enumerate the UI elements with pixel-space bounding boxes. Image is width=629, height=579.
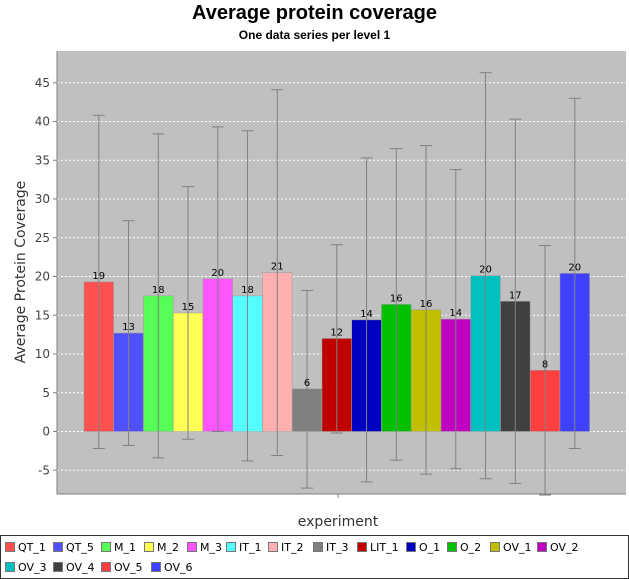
- legend-item-IT_2: IT_2: [268, 540, 303, 554]
- bar-label-O_1: 14: [360, 309, 373, 320]
- legend-swatch: [490, 542, 500, 552]
- legend-swatch: [5, 542, 15, 552]
- bar-label-OV_3: 20: [479, 265, 492, 276]
- bar-label-IT_1: 18: [241, 285, 254, 296]
- bar-label-IT_2: 21: [271, 262, 284, 273]
- legend-label: LIT_1: [370, 540, 399, 554]
- legend-label: QT_1: [18, 540, 46, 554]
- y-axis-label: Average Protein Coverage: [13, 181, 29, 364]
- y-tick-label: 35: [35, 153, 50, 167]
- y-tick-label: 30: [35, 192, 50, 206]
- legend-label: IT_1: [239, 540, 262, 554]
- chart-subtitle: One data series per level 1: [238, 28, 391, 42]
- bar-label-OV_4: 17: [509, 290, 522, 301]
- legend-item-OV_6: OV_6: [151, 560, 193, 574]
- legend-swatch: [101, 562, 111, 572]
- bar-label-M_1: 18: [152, 285, 165, 296]
- bar-label-OV_1: 16: [420, 299, 433, 310]
- bar-chart: -5 0 5 10 15 20 25 30 35 40 45 19 13 18 15 20 18 21 6 12 14…: [13, 51, 626, 530]
- legend-label: O_2: [460, 540, 482, 554]
- legend-item-M_3: M_3: [187, 540, 222, 554]
- legend-label: IT_3: [326, 540, 349, 554]
- bar-label-LIT_1: 12: [330, 328, 343, 339]
- legend: QT_1 QT_5 M_1 M_2 M_3 IT_1 IT_2 IT_3 LIT_1 O_1 O_2…: [0, 535, 629, 579]
- legend-label: O_1: [419, 540, 441, 554]
- y-tick-label: 40: [35, 115, 50, 129]
- legend-item-QT_1: QT_1: [5, 540, 46, 554]
- legend-swatch: [151, 562, 161, 572]
- legend-item-OV_5: OV_5: [101, 560, 143, 574]
- legend-item-M_2: M_2: [144, 540, 179, 554]
- legend-label: OV_1: [503, 540, 532, 554]
- legend-label: OV_3: [18, 560, 47, 574]
- legend-swatch: [313, 542, 323, 552]
- legend-label: QT_5: [66, 540, 94, 554]
- legend-swatch: [144, 542, 154, 552]
- bar-label-QT_5: 13: [122, 322, 135, 333]
- bar-label-M_2: 15: [182, 302, 195, 313]
- legend-swatch: [357, 542, 367, 552]
- chart-title: Average protein coverage: [192, 2, 437, 24]
- legend-label: OV_2: [550, 540, 579, 554]
- legend-swatch: [447, 542, 457, 552]
- legend-label: OV_4: [66, 560, 95, 574]
- legend-swatch: [5, 562, 15, 572]
- legend-label: M_3: [200, 540, 222, 554]
- legend-item-IT_1: IT_1: [226, 540, 261, 554]
- legend-label: M_2: [157, 540, 179, 554]
- legend-swatch: [53, 562, 63, 572]
- x-axis-label: experiment: [298, 514, 379, 530]
- legend-swatch: [53, 542, 63, 552]
- y-tick-label: 0: [42, 425, 50, 439]
- legend-item-LIT_1: LIT_1: [357, 540, 399, 554]
- bar-label-OV_6: 20: [568, 262, 581, 273]
- legend-item-OV_3: OV_3: [5, 560, 47, 574]
- bar-label-M_3: 20: [211, 268, 224, 279]
- y-tick-label: 5: [42, 386, 50, 400]
- y-tick-label: 20: [35, 270, 50, 284]
- legend-label: OV_6: [164, 560, 193, 574]
- y-tick-label: 10: [35, 347, 50, 361]
- legend-label: IT_2: [281, 540, 304, 554]
- y-tick-label: 15: [35, 308, 50, 322]
- legend-item-IT_3: IT_3: [313, 540, 348, 554]
- bar-label-QT_1: 19: [92, 271, 105, 282]
- legend-item-M_1: M_1: [101, 540, 136, 554]
- legend-swatch: [537, 542, 547, 552]
- legend-swatch: [268, 542, 278, 552]
- legend-item-OV_2: OV_2: [537, 540, 579, 554]
- bar-labels: 19 13 18 15 20 18 21 6 12 14 16 16 14 20 17 8 20: [92, 262, 581, 389]
- legend-swatch: [187, 542, 197, 552]
- legend-label: M_1: [114, 540, 136, 554]
- legend-item-QT_5: QT_5: [53, 540, 94, 554]
- legend-label: OV_5: [114, 560, 143, 574]
- legend-item-O_1: O_1: [406, 540, 440, 554]
- bar-label-OV_5: 8: [542, 359, 548, 370]
- bar-label-OV_2: 14: [449, 308, 462, 319]
- bar-label-IT_3: 6: [304, 378, 310, 389]
- y-tick-label: 25: [35, 231, 50, 245]
- legend-item-OV_4: OV_4: [53, 560, 95, 574]
- legend-swatch: [406, 542, 416, 552]
- legend-item-OV_1: OV_1: [490, 540, 532, 554]
- legend-swatch: [226, 542, 236, 552]
- y-axis-ticks: -5 0 5 10 15 20 25 30 35 40 45: [35, 76, 57, 477]
- y-tick-label: -5: [38, 463, 50, 477]
- y-tick-label: 45: [35, 76, 50, 90]
- legend-swatch: [101, 542, 111, 552]
- error-bars: [92, 72, 581, 496]
- legend-item-O_2: O_2: [447, 540, 481, 554]
- bar-label-O_2: 16: [390, 293, 403, 304]
